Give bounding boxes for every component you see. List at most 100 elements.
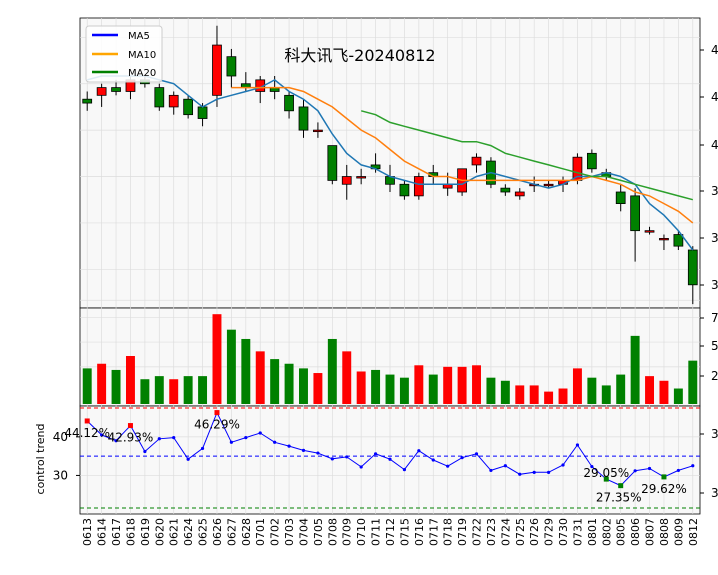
volume-bar [140,379,150,404]
legend: MA5 MA10 MA20 [85,25,163,83]
candle-body [212,44,222,96]
trend-right-axis-tick: 3 [711,427,718,441]
candle-body [615,191,626,204]
legend-label-ma10: MA10 [128,50,156,61]
volume-bar [645,376,655,404]
price-axis-tick: 3 [711,231,718,245]
volume-axis-tick: 2 [711,369,718,383]
trend-point [114,439,118,443]
x-tick-label: 0712 [384,518,397,546]
candle-body [644,230,655,233]
price-axis-tick: 4 [711,90,718,104]
trend-point [575,443,580,447]
trend-point [691,464,695,468]
x-tick-label: 0620 [153,518,166,546]
trend-point [273,440,277,444]
trend-point [388,457,392,461]
candle-body [197,106,208,119]
candle-body [659,237,669,241]
volume-bars [82,314,698,404]
volume-bar [82,368,92,404]
volume-bar [154,376,164,404]
x-tick-label: 0719 [456,518,469,546]
x-tick-label: 0709 [341,518,354,546]
y-tick-labels: 4 4 4 3 3 3 7 5 2 3 3 40 30 [53,43,718,500]
x-tick-label: 0725 [514,518,527,546]
trend-point [460,456,464,460]
volume-bar [371,369,381,404]
volume-bar [472,365,481,404]
trend-line: 44.12%42.93% 46.29% 29.05% 27.35%29.62% [64,407,700,509]
x-tick-label: 0808 [658,518,671,546]
trend-point [431,458,435,462]
volume-bar [601,385,611,404]
volume-bar [500,380,510,404]
candle-body [284,94,294,112]
chart-title: 科大讯飞-20240812 [284,46,435,65]
x-tick-label: 0812 [687,518,700,546]
volume-bar [399,377,409,404]
x-tick-label: 0614 [96,518,109,546]
x-tick-labels: 0613 0614 0617 0618 0619 0620 0621 0624 0625 0626… [81,518,700,546]
x-tick-label: 0705 [312,518,325,546]
x-tick-label: 0628 [240,518,253,546]
candle-body [111,87,121,92]
x-tick-label: 0726 [528,518,541,546]
volume-bar [443,366,453,404]
trend-point [547,470,551,474]
candle-body [413,176,424,197]
candle-body [154,87,165,108]
x-tick-label: 0621 [168,518,181,546]
x-tick-label: 0617 [110,518,123,546]
volume-bar [97,363,107,404]
trend-point [633,469,637,473]
trend-point [402,468,407,472]
trend-point [157,437,161,441]
volume-bar [529,385,539,404]
trend-point [258,431,262,435]
price-axis-tick: 3 [711,184,718,198]
x-tick-label: 0730 [557,518,570,546]
trend-point [532,470,536,474]
volume-bar [270,359,280,404]
x-tick-label: 0809 [672,518,685,546]
trend-point [359,465,363,469]
x-tick-label: 0702 [269,518,282,546]
volume-bar [111,369,121,404]
candle-body [399,183,410,197]
trend-point [446,464,450,468]
legend-label-ma5: MA5 [128,31,150,42]
volume-bar [183,376,193,404]
volume-axis-tick: 5 [711,339,718,353]
candle-body [341,176,352,185]
trend-point [244,436,248,440]
candle-body [327,145,338,181]
candle-body [313,129,323,133]
candle-body [183,98,194,116]
volume-bar [515,385,525,404]
x-tick-label: 0626 [211,518,224,546]
trend-point [590,464,594,469]
trend-annotation: 27.35% [596,491,642,505]
trend-point [417,449,421,453]
trend-point [503,464,507,468]
x-tick-label: 0717 [427,518,440,546]
candle-body [356,176,367,179]
x-tick-label: 0722 [471,518,484,546]
trend-annotation: 42.93% [108,431,154,445]
x-tick-label: 0708 [326,518,339,546]
trend-marker [661,474,667,480]
trend-annotation: 44.12% [64,426,110,440]
trend-annotation: 46.29% [194,418,240,432]
trend-marker [214,410,220,416]
x-tick-label: 0716 [413,518,426,546]
candle-body [168,94,179,108]
volume-bar [313,373,323,404]
x-tick-label: 0801 [586,518,599,546]
x-tick-label: 0724 [499,518,512,546]
volume-bar [241,338,251,404]
candle-body [673,234,684,247]
candle-body [514,191,525,197]
candle-body [82,98,93,104]
volume-bar [299,368,308,404]
